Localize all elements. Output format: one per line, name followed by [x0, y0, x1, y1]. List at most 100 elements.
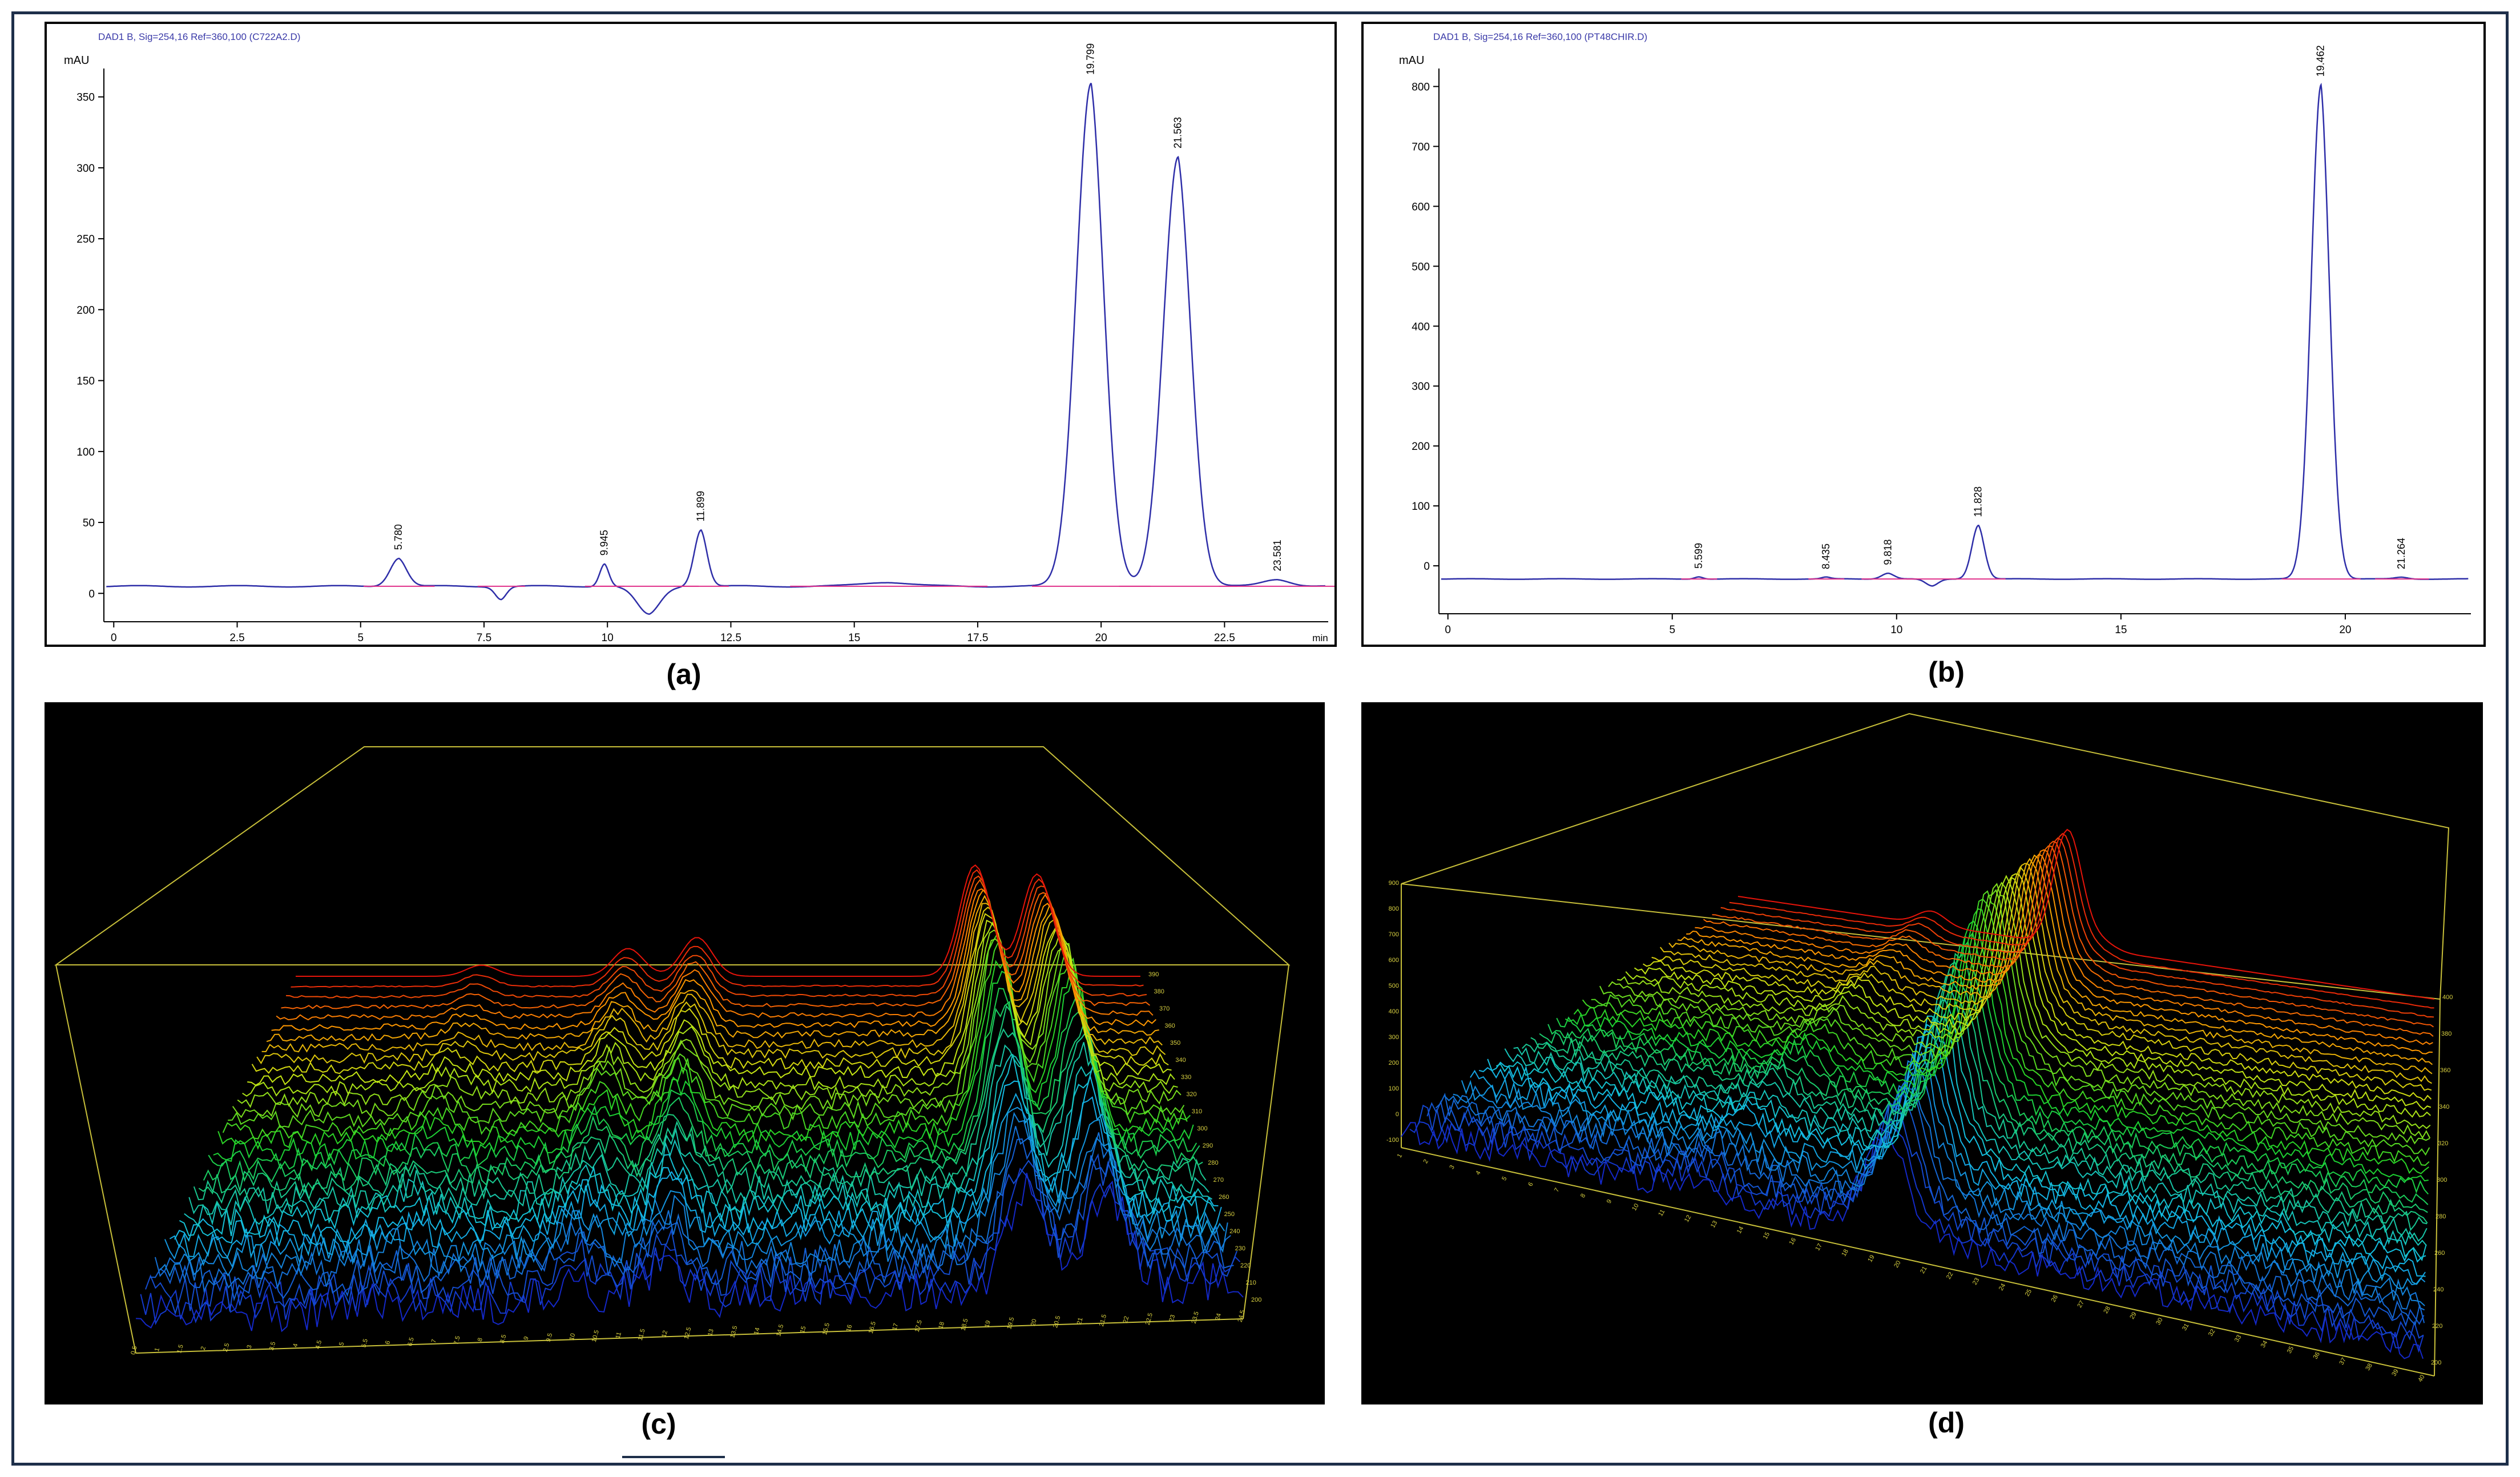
vertical-tick-label: 0: [1396, 1111, 1399, 1118]
spectrum-slice: [1677, 854, 2433, 1065]
spectrum-slice: [154, 1126, 1231, 1293]
x-tick-label: 30: [2155, 1317, 2164, 1326]
x-tick-label: 22: [1945, 1271, 1955, 1281]
x-tick-label: 10: [602, 632, 614, 644]
depth-tick-label: 300: [2437, 1177, 2447, 1184]
depth-tick-label: 380: [1154, 988, 1164, 995]
x-tick-label: 26: [2050, 1294, 2060, 1303]
vertical-tick-label: 800: [1389, 905, 1399, 912]
x-tick-label: 21: [1076, 1317, 1084, 1326]
vertical-tick-label: -100: [1386, 1137, 1399, 1144]
x-tick-label: 11.5: [637, 1328, 647, 1341]
peak-label: 9.818: [1882, 540, 1894, 565]
spectrum-slice: [1453, 1060, 2425, 1306]
depth-tick-label: 210: [1246, 1279, 1256, 1286]
x-tick-label: 27: [2076, 1299, 2086, 1309]
x-tick-label: 6.5: [406, 1337, 416, 1347]
spectrum-slice: [1409, 1121, 2424, 1353]
y-tick-label: 350: [76, 92, 95, 104]
depth-tick-label: 300: [1197, 1125, 1207, 1132]
vertical-tick-label: 400: [1389, 1008, 1399, 1015]
box-edge: [2434, 999, 2441, 1377]
box-edge: [1401, 1147, 2435, 1377]
box-top: [54, 746, 1291, 965]
y-tick-label: 250: [76, 234, 95, 246]
spectrum-slice: [159, 1112, 1228, 1279]
depth-tick-label: 390: [1148, 971, 1159, 978]
x-tick-label: 4: [292, 1343, 299, 1348]
spectrum-slice: [237, 929, 1178, 1108]
chromatogram-b: DAD1 B, Sig=254,16 Ref=360,100 (PT48CHIR…: [1361, 22, 2486, 647]
x-tick-label: 6: [1527, 1181, 1534, 1188]
y-unit-label: mAU: [64, 54, 89, 67]
caption-rule: [622, 1456, 725, 1458]
x-tick-label: 39: [2390, 1368, 2400, 1378]
x-tick-label: 16: [845, 1324, 854, 1333]
spectrum-slice: [217, 959, 1191, 1150]
peak-label: 5.780: [393, 524, 404, 550]
y-tick-label: 300: [1412, 381, 1430, 393]
spectrum-slice: [1599, 888, 2430, 1145]
spectrum-slice: [251, 913, 1169, 1074]
depth-tick-label: 280: [2436, 1213, 2446, 1220]
x-tick-label: 22.5: [1144, 1312, 1154, 1326]
peak-label: 8.435: [1820, 544, 1832, 569]
x-tick-label: 11: [615, 1331, 623, 1339]
signal-trace: [106, 82, 1325, 615]
y-tick-label: 700: [1412, 141, 1430, 153]
spectrum-3d-c-plot: 0.5 1 1.5 2 2.5 3 3.5 4 4.5 5 5.5 6 6.5 7 7.5 8 8.5 9 9.5 1…: [54, 746, 1291, 1355]
vertical-tick-label: 500: [1389, 983, 1399, 989]
spectrum-slice: [296, 864, 1140, 977]
x-tick-label: 3: [1448, 1164, 1455, 1170]
x-tick-label: 12.5: [683, 1326, 693, 1340]
y-unit-label: mAU: [1399, 54, 1424, 67]
x-tick-label: 8.5: [499, 1334, 508, 1344]
spectrum-slice: [1470, 1041, 2426, 1285]
depth-tick-label: 340: [1175, 1057, 1186, 1064]
x-tick-label: 33: [2233, 1334, 2243, 1343]
x-tick-label: 10: [568, 1333, 577, 1341]
spectrum-slice: [1444, 1071, 2425, 1311]
x-tick-label: 18: [1840, 1248, 1850, 1258]
x-tick-label: 0.5: [130, 1345, 139, 1355]
y-tick-label: 500: [1412, 261, 1430, 273]
y-tick-label: 800: [1412, 81, 1430, 93]
depth-tick-label: 200: [1251, 1297, 1261, 1303]
depth-tick-label: 320: [1186, 1091, 1196, 1098]
spectrum-slice: [1703, 845, 2434, 1037]
vertical-tick-label: 100: [1389, 1085, 1399, 1092]
x-tick-label: 8: [477, 1337, 484, 1342]
depth-tick-label: 290: [1203, 1142, 1213, 1149]
x-tick-label: 20: [2339, 624, 2351, 636]
x-tick-label: 10: [1631, 1202, 1640, 1212]
x-tick-label: 29: [2128, 1311, 2138, 1321]
y-tick-label: 300: [76, 163, 95, 175]
x-tick-label: 15: [799, 1326, 808, 1334]
spectrum-slice: [1530, 961, 2428, 1224]
x-tick-label: 8: [1579, 1193, 1587, 1199]
spectrum-slice: [1608, 883, 2431, 1139]
spectrum-slice: [1668, 858, 2433, 1074]
depth-tick-label: 310: [1192, 1108, 1202, 1115]
signal-label: DAD1 B, Sig=254,16 Ref=360,100 (PT48CHIR…: [1433, 31, 1647, 42]
y-tick-label: 100: [1412, 501, 1430, 513]
x-tick-label: 12: [1683, 1214, 1693, 1224]
depth-tick-label: 250: [1224, 1211, 1235, 1218]
vertical-tick-label: 900: [1389, 880, 1399, 887]
spectrum-slice: [1660, 863, 2432, 1084]
spectrum-slice: [1556, 932, 2429, 1195]
spectrum-slice: [1504, 998, 2427, 1246]
x-tick-label: 23: [1971, 1277, 1981, 1286]
vertical-tick-label: 600: [1389, 957, 1399, 964]
x-tick-label: 19.5: [1006, 1317, 1015, 1330]
x-tick-label: 2.5: [222, 1342, 231, 1353]
x-unit-label: min: [1312, 633, 1328, 643]
x-tick-label: 4.5: [315, 1339, 324, 1350]
x-tick-label: 34: [2260, 1339, 2269, 1349]
spectrum-slice: [1643, 873, 2432, 1102]
x-tick-label: 7: [430, 1338, 438, 1343]
peak-label: 11.899: [695, 491, 706, 522]
depth-tick-label: 240: [1229, 1228, 1240, 1235]
peak-label: 19.799: [1085, 43, 1096, 75]
x-tick-label: 7.5: [477, 632, 491, 644]
